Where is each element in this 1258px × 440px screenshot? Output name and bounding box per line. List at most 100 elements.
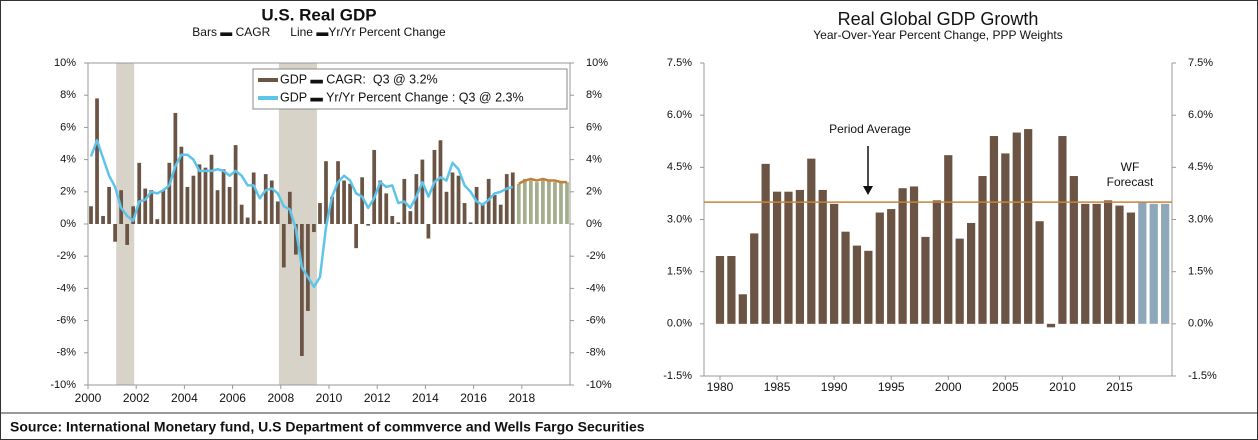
y2-tick-label: 4.5% <box>1188 161 1213 173</box>
y2-tick-label: 4% <box>586 154 602 166</box>
bar <box>1092 203 1101 324</box>
arrow-head <box>863 186 873 195</box>
bar <box>887 209 896 324</box>
y2-tick-label: 2% <box>586 186 602 198</box>
x-tick-label: 2002 <box>123 391 150 405</box>
y-tick-label: 10% <box>54 57 76 69</box>
bar <box>784 191 793 324</box>
bar <box>909 186 919 324</box>
bar <box>155 219 160 224</box>
y-tick-label: 7.5% <box>667 57 692 69</box>
bar <box>830 203 839 324</box>
bar <box>107 186 111 224</box>
chart-title: Real Global GDP Growth <box>838 9 1039 29</box>
bar <box>750 233 759 324</box>
bar <box>1081 203 1090 324</box>
x-tick-label: 2010 <box>1049 380 1076 394</box>
bar <box>384 193 389 224</box>
bar <box>372 149 377 224</box>
bar <box>1069 176 1078 324</box>
y-tick-label: -8% <box>56 347 76 359</box>
x-tick-label: 1985 <box>764 380 791 394</box>
chart-subtitle: Bars ▬ CAGR Line ▬Yr/Yr Percent Change <box>192 25 446 39</box>
bar <box>287 191 292 224</box>
x-tick-label: 2000 <box>935 380 962 394</box>
bar <box>227 186 232 224</box>
chart-subtitle: Year-Over-Year Percent Change, PPP Weigh… <box>813 28 1062 42</box>
bar <box>966 222 976 324</box>
bar <box>245 217 250 224</box>
y-tick-label: 8% <box>60 89 76 101</box>
bar <box>125 224 130 245</box>
bar <box>1046 323 1056 328</box>
y2-tick-label: 0% <box>586 218 602 230</box>
bar <box>944 155 953 324</box>
x-tick-label: 2008 <box>267 391 294 405</box>
bar <box>408 211 413 224</box>
y-tick-label: 3.0% <box>667 213 692 225</box>
x-tick-label: 2006 <box>219 391 246 405</box>
bar <box>348 183 352 224</box>
bar <box>462 203 467 224</box>
y2-tick-label: -8% <box>586 347 606 359</box>
bar <box>312 224 316 233</box>
bar <box>1115 205 1124 324</box>
bar <box>330 196 334 224</box>
y-tick-label: -10% <box>50 379 76 391</box>
y2-tick-label: 6% <box>586 121 602 133</box>
bar <box>167 162 172 224</box>
bar <box>390 215 395 224</box>
y-tick-label: 1.5% <box>667 266 692 278</box>
bar <box>921 236 930 324</box>
y2-tick-label: -2% <box>586 250 606 262</box>
bar <box>101 215 105 224</box>
bar <box>161 190 166 224</box>
y2-tick-label: 10% <box>586 57 608 69</box>
y2-tick-label: -4% <box>586 282 606 294</box>
bar <box>841 231 850 324</box>
bar <box>354 224 358 249</box>
bar <box>396 222 401 224</box>
x-tick-label: 1995 <box>878 380 905 394</box>
bar <box>559 182 563 224</box>
legend-label: GDP ▬ CAGR: Q3 @ 3.2% <box>280 72 438 86</box>
chart-title: U.S. Real GDP <box>261 5 376 24</box>
annotation: WF <box>1121 160 1140 174</box>
y2-tick-label: -6% <box>586 315 606 327</box>
y-tick-label: 4.5% <box>667 161 692 173</box>
bar <box>89 206 93 224</box>
x-tick-label: 2012 <box>364 391 391 405</box>
bar <box>727 256 736 324</box>
y2-tick-label: 7.5% <box>1188 57 1213 69</box>
bar <box>528 180 533 224</box>
bar <box>137 162 142 224</box>
bar <box>565 182 569 224</box>
bar <box>324 161 328 224</box>
x-tick-label: 2005 <box>992 380 1019 394</box>
bar <box>504 174 509 224</box>
y-tick-label: 6% <box>60 121 76 133</box>
legend-label: GDP ▬ Yr/Yr Percent Change : Q3 @ 2.3% <box>280 90 524 104</box>
bar <box>932 200 941 324</box>
bar <box>191 175 196 224</box>
bar <box>342 180 346 224</box>
y-tick-label: 4% <box>60 154 76 166</box>
y-tick-label: 6.0% <box>667 109 692 121</box>
bar <box>553 182 557 224</box>
bar <box>1024 129 1033 324</box>
annotation: Period Average <box>829 122 911 136</box>
bar <box>438 140 443 224</box>
bar <box>432 149 437 224</box>
legend-box <box>252 68 568 110</box>
bar <box>251 172 256 224</box>
bar <box>795 189 804 324</box>
bar <box>300 224 304 357</box>
y-tick-label: 0% <box>60 218 76 230</box>
bar <box>360 177 365 224</box>
x-tick-label: 2015 <box>1106 380 1133 394</box>
bar <box>143 188 148 224</box>
y2-tick-label: -10% <box>586 379 612 391</box>
